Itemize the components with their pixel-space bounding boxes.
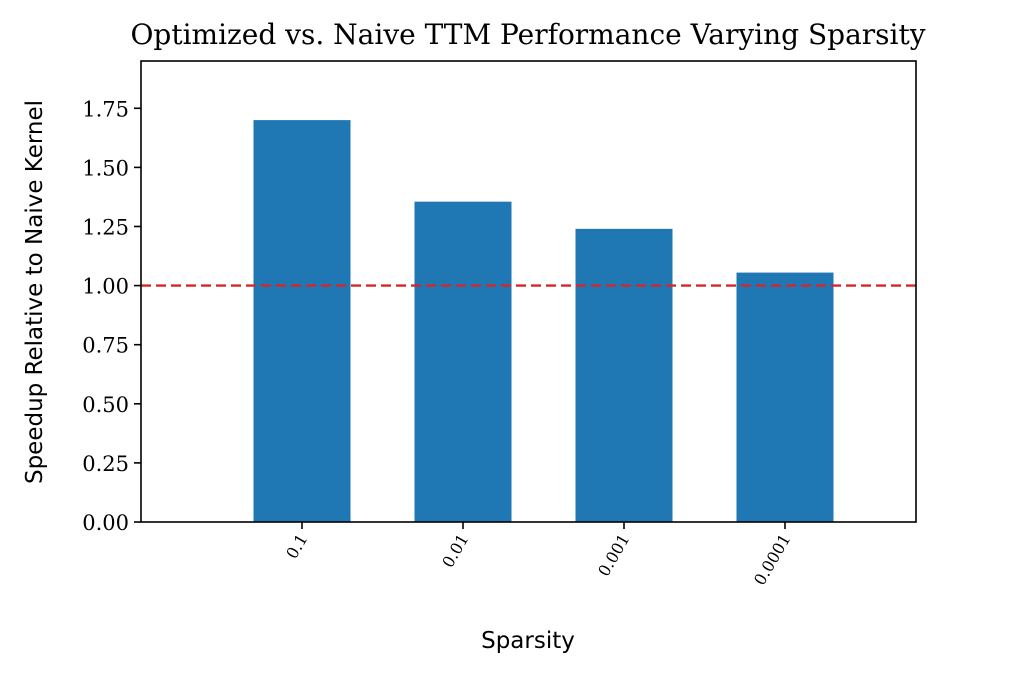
- bar-0.0001: [736, 272, 834, 522]
- plot-frame: [140, 60, 917, 523]
- chart-title: Optimized vs. Naive TTM Performance Vary…: [130, 18, 925, 51]
- y-tick-label: 0.00: [82, 511, 129, 535]
- y-tick-label: 0.75: [82, 334, 129, 358]
- bar-0.1: [253, 120, 351, 522]
- y-tick-label: 0.25: [82, 452, 129, 476]
- y-tick-label: 0.50: [82, 393, 129, 417]
- bar-0.001: [575, 228, 673, 522]
- y-tick-label: 1.75: [82, 97, 129, 121]
- y-tick-label: 1.00: [82, 275, 129, 299]
- x-axis-label: Sparsity: [481, 628, 575, 654]
- y-tick-label: 1.25: [82, 215, 129, 239]
- y-tick-label: 1.50: [82, 156, 129, 180]
- bar-0.01: [414, 201, 512, 522]
- y-axis: 0.00 0.25 0.50 0.75 1.00 1.25 1.50 1.75: [82, 97, 141, 535]
- bars-layer: [253, 120, 834, 522]
- y-axis-label: Speedup Relative to Naive Kernel: [22, 100, 48, 484]
